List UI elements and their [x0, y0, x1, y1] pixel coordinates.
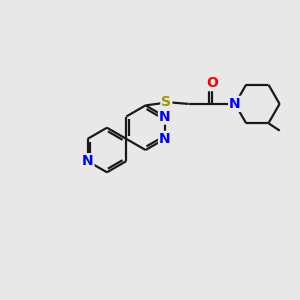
- Text: N: N: [159, 110, 171, 124]
- Text: N: N: [229, 97, 241, 111]
- Text: N: N: [159, 132, 171, 146]
- Text: N: N: [82, 154, 93, 168]
- Text: N: N: [229, 97, 241, 111]
- Text: O: O: [206, 76, 218, 90]
- Text: S: S: [161, 95, 171, 110]
